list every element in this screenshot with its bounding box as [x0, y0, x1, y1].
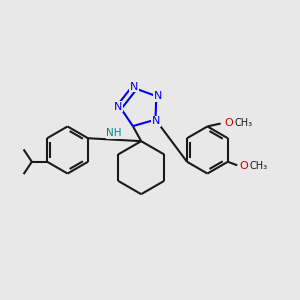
Text: N: N — [114, 102, 122, 112]
Text: N: N — [152, 116, 160, 126]
Text: CH₃: CH₃ — [249, 161, 267, 171]
Text: N: N — [154, 91, 162, 101]
Text: O: O — [240, 161, 248, 171]
Text: O: O — [225, 118, 234, 128]
Text: N: N — [130, 82, 138, 92]
Text: CH₃: CH₃ — [235, 118, 253, 128]
Text: NH: NH — [106, 128, 122, 138]
